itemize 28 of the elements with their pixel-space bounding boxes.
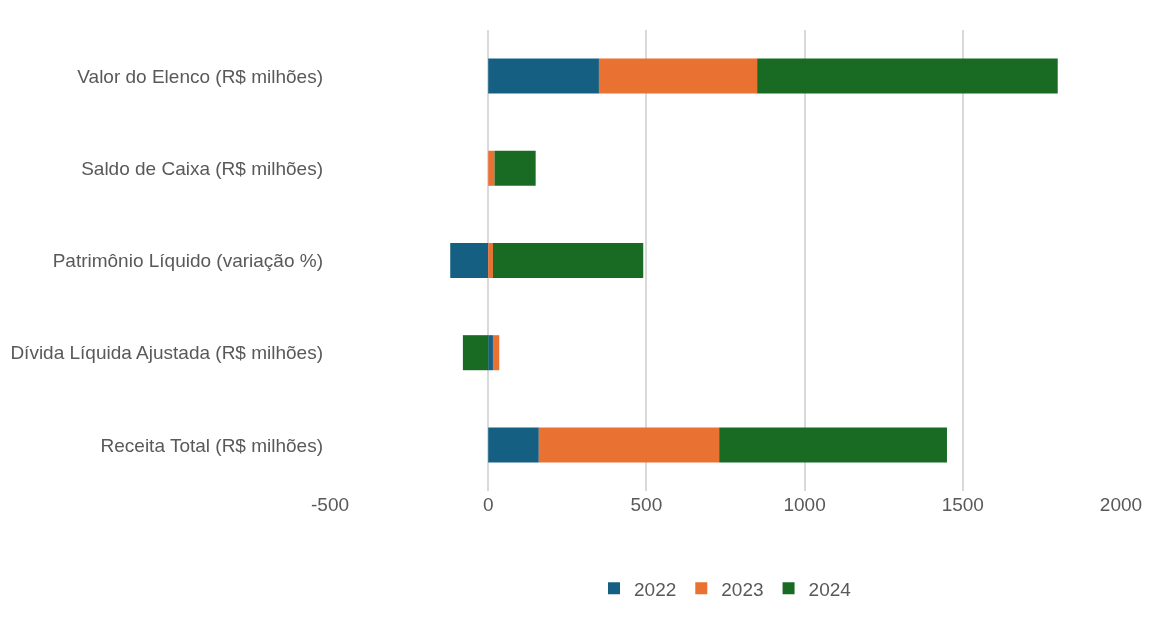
- bar: [538, 427, 720, 463]
- bar: [494, 150, 536, 186]
- bar: [450, 242, 489, 279]
- bar: [488, 335, 493, 371]
- x-tick-label: 1500: [941, 494, 984, 515]
- y-tick-label: Receita Total (R$ milhões): [100, 434, 323, 456]
- x-tick-label: -500: [310, 494, 350, 515]
- bar: [488, 242, 493, 279]
- bar: [719, 427, 947, 463]
- bar: [492, 242, 644, 279]
- bar: [488, 58, 599, 94]
- y-tick-label: Dívida Líquida Ajustada (R$ milhões): [10, 342, 323, 364]
- bar: [757, 58, 1058, 94]
- x-tick-label: 2000: [1099, 494, 1143, 515]
- legend-label: 2022: [634, 578, 677, 600]
- bar: [492, 335, 500, 371]
- y-tick-label: Valor do Elenco (R$ milhões): [77, 65, 323, 87]
- bar: [598, 58, 758, 94]
- y-tick-label: Saldo de Caixa (R$ milhões): [81, 157, 323, 179]
- x-tick-label: 1000: [783, 494, 826, 515]
- bar: [488, 150, 495, 186]
- bar: [488, 427, 539, 463]
- legend-label: 2023: [721, 578, 764, 600]
- x-tick-label: 0: [482, 494, 494, 515]
- bar: [462, 335, 489, 371]
- x-tick-label: 500: [630, 494, 663, 515]
- legend-label: 2024: [808, 578, 852, 600]
- y-tick-label: Patrimônio Líquido (variação %): [52, 250, 323, 272]
